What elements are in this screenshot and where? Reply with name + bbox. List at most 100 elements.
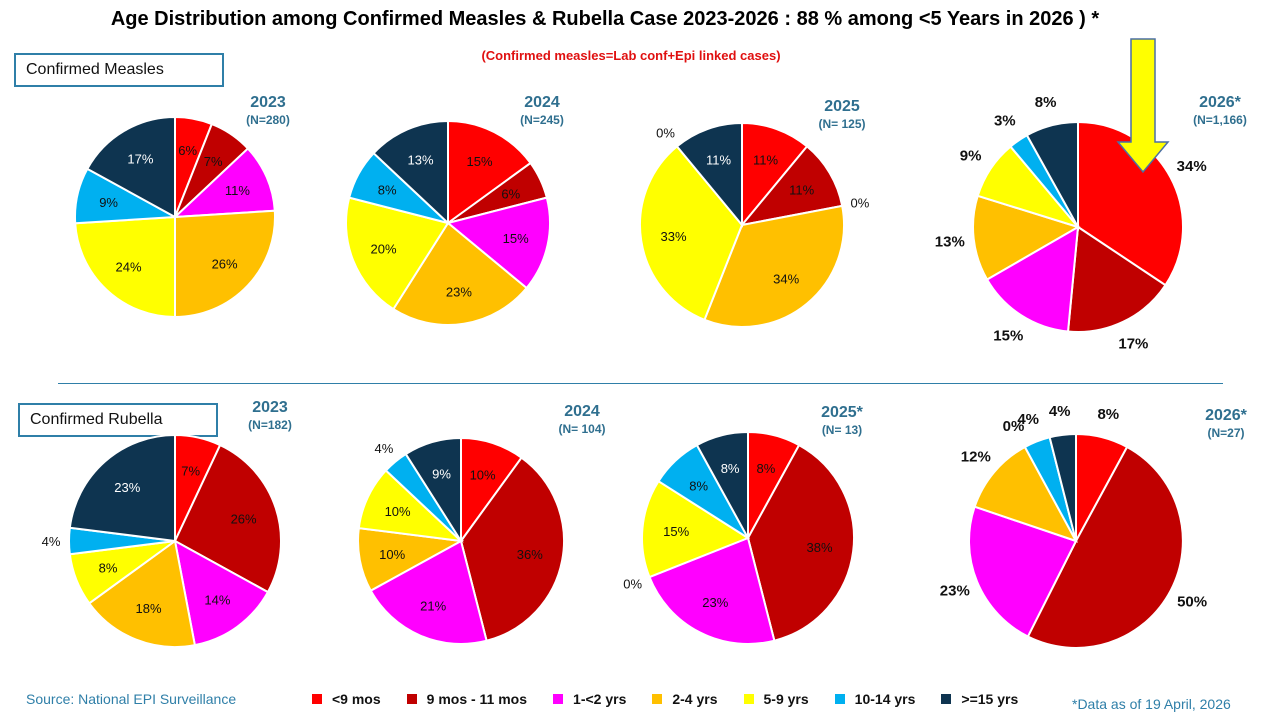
slice-label: 17% <box>1118 336 1148 353</box>
pie-slice <box>1025 120 1079 231</box>
pie-subtitle: (N= 13) <box>822 423 862 437</box>
pie-slice <box>404 436 462 545</box>
pie-slice <box>345 196 450 311</box>
pie-subtitle: (N=182) <box>248 418 292 432</box>
pie-slice <box>695 430 749 539</box>
legend-item-5-9yrs: 5-9 yrs <box>743 691 809 707</box>
pie-slice <box>87 539 197 648</box>
slice-label: 23% <box>446 285 472 300</box>
legend-label: 2-4 yrs <box>672 691 718 707</box>
pie-slice <box>459 456 565 642</box>
slice-label: 15% <box>466 154 492 169</box>
slice-label: 0% <box>1003 418 1025 435</box>
slice-label: 14% <box>204 592 230 607</box>
pie-title: 2023 <box>250 94 286 111</box>
pie-slice <box>703 204 845 328</box>
slice-label: 8% <box>689 479 708 494</box>
slice-label: 7% <box>181 464 200 479</box>
pie-slice <box>172 147 276 219</box>
legend-item-lt9mos: <9 mos <box>312 691 381 707</box>
legend-label: 10-14 yrs <box>854 691 916 707</box>
source-note: Source: National EPI Surveillance <box>26 691 237 707</box>
legend-swatch <box>941 694 952 704</box>
pie-title: 2025* <box>821 404 864 421</box>
legend-label: 9 mos - 11 mos <box>426 691 528 707</box>
pie-subtitle: (N=27) <box>1207 426 1244 440</box>
section-label-rubella: Confirmed Rubella <box>18 403 218 437</box>
slice-label: 23% <box>702 595 728 610</box>
legend-item-15plus: >=15 yrs <box>941 691 1018 707</box>
slice-label: 4% <box>1049 403 1071 420</box>
slice-label: 8% <box>757 461 776 476</box>
pie-slice <box>746 443 855 642</box>
slice-label: 33% <box>660 229 686 244</box>
legend-swatch <box>743 694 754 704</box>
pie-title: 2023 <box>252 399 288 416</box>
pie-slice <box>445 196 551 290</box>
slice-label: 8% <box>1097 406 1119 423</box>
slice-label: 10% <box>385 504 411 519</box>
slice-label: 4% <box>1017 411 1039 428</box>
slice-label: 6% <box>501 187 520 202</box>
legend-item-10-14yrs: 10-14 yrs <box>834 691 916 707</box>
slice-label: 26% <box>212 257 238 272</box>
pie-slice <box>391 221 528 326</box>
legend-item-9-11mos: 9 mos - 11 mos <box>406 691 528 707</box>
slice-label: 4% <box>42 534 61 549</box>
slice-label: 8% <box>378 183 397 198</box>
pie-subtitle: (N= 125) <box>818 117 865 131</box>
pie-slice <box>173 539 270 647</box>
slice-label: 3% <box>994 113 1016 130</box>
legend: <9 mos 9 mos - 11 mos 1-<2 yrs 2-4 yrs 5… <box>312 690 1044 708</box>
legend-swatch <box>406 694 417 704</box>
slice-label: 15% <box>993 328 1023 345</box>
slice-label: 20% <box>370 242 396 257</box>
highlight-arrow <box>1116 38 1170 174</box>
slice-label: 13% <box>935 233 965 250</box>
slice-label: 50% <box>1177 594 1207 611</box>
legend-swatch <box>834 694 845 704</box>
slice-label: 8% <box>721 461 740 476</box>
slice-label: 21% <box>420 598 446 613</box>
section-label-measles: Confirmed Measles <box>14 53 224 87</box>
legend-item-2-4yrs: 2-4 yrs <box>652 691 718 707</box>
section-divider <box>58 383 1223 384</box>
legend-swatch <box>312 694 322 704</box>
pie-slice <box>1066 225 1167 333</box>
pie-slice <box>641 479 751 579</box>
pie-slice <box>973 445 1079 543</box>
legend-label: >=15 yrs <box>961 691 1019 707</box>
pie-slice <box>174 209 276 319</box>
slice-label: 0% <box>656 126 675 141</box>
slice-label: 17% <box>127 152 153 167</box>
slice-label: 18% <box>135 601 161 616</box>
pie-slice <box>68 433 176 543</box>
pie-slice <box>1026 445 1184 649</box>
slice-label: 6% <box>178 143 197 158</box>
slice-label: 7% <box>204 154 223 169</box>
slice-label: 23% <box>940 583 970 600</box>
pie-title: 2026* <box>1205 407 1248 424</box>
slice-label: 8% <box>99 561 118 576</box>
pie-slice <box>985 225 1080 333</box>
pie-title: 2025 <box>824 98 860 115</box>
pie-title: 2024 <box>564 403 600 420</box>
slice-label: 10% <box>379 547 405 562</box>
slice-label: 36% <box>517 547 543 562</box>
slice-label: 0% <box>851 196 870 211</box>
slice-label: 34% <box>773 271 799 286</box>
slice-label: 11% <box>789 183 814 198</box>
pie-slice <box>741 121 809 228</box>
pie-slice <box>675 121 743 228</box>
slice-label: 4% <box>375 441 394 456</box>
pie-slice <box>968 505 1078 638</box>
slice-label: 9% <box>99 195 118 210</box>
slice-label: 15% <box>503 231 529 246</box>
chart-subtitle: (Confirmed measles=Lab conf+Epi linked c… <box>481 48 781 63</box>
pie-slice <box>648 536 776 645</box>
slice-label: 12% <box>961 449 991 466</box>
chart-title: Age Distribution among Confirmed Measles… <box>110 8 1100 30</box>
slice-label: 0% <box>623 577 642 592</box>
slice-label: 9% <box>960 148 982 165</box>
